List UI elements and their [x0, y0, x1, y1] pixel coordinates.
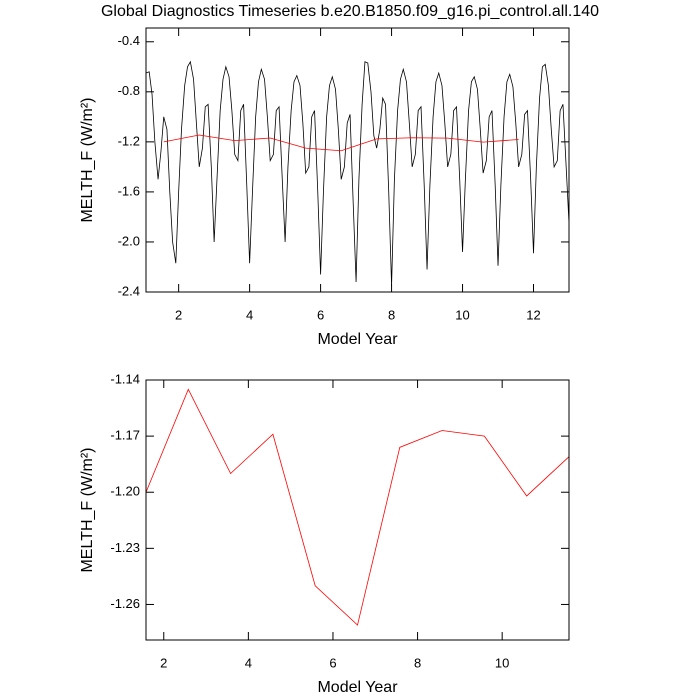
y-tick-label: -1.2 [118, 133, 140, 148]
y-axis-label: MELTH_F (W/m²) [79, 447, 96, 572]
plot-frame [145, 27, 570, 293]
x-tick-label: 8 [414, 655, 421, 670]
x-tick-label: 4 [245, 655, 252, 670]
y-tick-label: -1.23 [110, 540, 140, 555]
x-tick-label: 4 [246, 307, 253, 322]
x-tick-label: 10 [495, 655, 509, 670]
x-tick-label: 6 [329, 655, 336, 670]
data-line [145, 60, 570, 286]
y-tick-label: -1.6 [118, 183, 140, 198]
y-tick-label: -1.14 [110, 371, 140, 386]
x-tick-label: 2 [160, 655, 167, 670]
y-tick-label: -2.0 [118, 233, 140, 248]
y-tick-label: -2.4 [118, 283, 140, 298]
data-line [163, 134, 519, 152]
y-tick-label: -0.8 [118, 83, 140, 98]
x-tick-label: 2 [175, 307, 182, 322]
y-tick-label: -1.20 [110, 484, 140, 499]
x-tick-label: 12 [526, 307, 540, 322]
y-tick-label: -1.26 [110, 596, 140, 611]
y-tick-label: -1.17 [110, 428, 140, 443]
data-line [145, 388, 570, 626]
plot-frame [145, 379, 570, 641]
x-tick-label: 8 [388, 307, 395, 322]
x-tick-label: 6 [317, 307, 324, 322]
x-axis-label: Model Year [317, 679, 398, 696]
y-tick-label: -0.4 [118, 33, 140, 48]
x-axis-label: Model Year [317, 331, 398, 348]
chart-title: Global Diagnostics Timeseries b.e20.B185… [101, 3, 599, 20]
y-axis-label: MELTH_F (W/m²) [79, 97, 96, 222]
x-tick-label: 10 [455, 307, 469, 322]
